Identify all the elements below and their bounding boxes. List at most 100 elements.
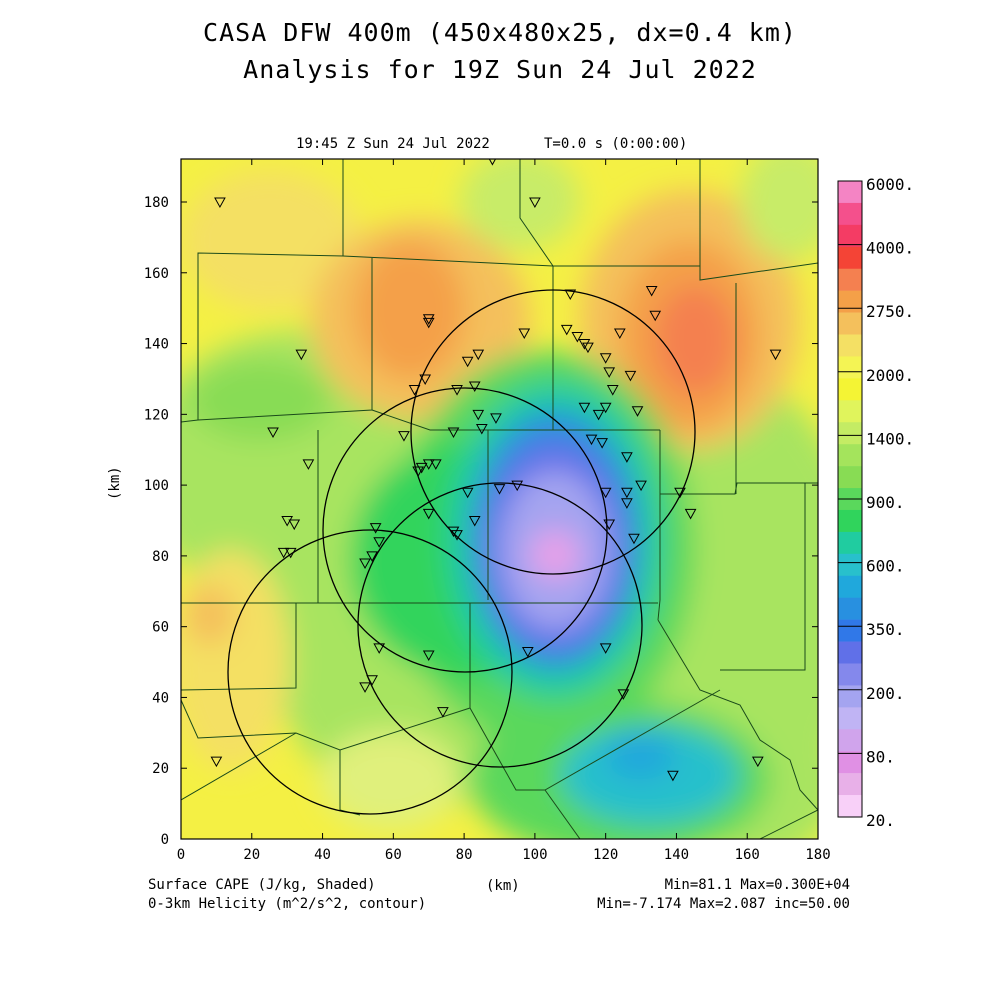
station-marker (210, 756, 223, 768)
station-marker (645, 285, 658, 297)
station-marker (472, 409, 485, 421)
station-marker (592, 409, 605, 421)
station-marker (472, 349, 485, 361)
station-marker (635, 480, 647, 492)
colorbar-swatch (838, 795, 862, 818)
station-marker (451, 530, 463, 541)
station-marker (422, 317, 435, 329)
colorbar-swatch (838, 400, 862, 423)
colorbar-label: 1400. (866, 429, 914, 448)
colorbar-swatch (838, 773, 862, 796)
station-marker (461, 356, 474, 368)
x-tick-label: 100 (522, 847, 547, 863)
y-tick-label: 160 (144, 266, 169, 282)
y-tick-label: 60 (152, 620, 169, 636)
colorbar-label: 4000. (866, 239, 914, 258)
x-tick-label: 160 (735, 847, 760, 863)
station-marker (621, 498, 633, 509)
station-marker (451, 385, 463, 396)
station-marker (599, 643, 612, 654)
y-tick-label: 0 (161, 832, 169, 848)
x-tick-label: 0 (177, 847, 185, 863)
station-marker (649, 310, 662, 322)
axis-ticks: 0 20 40 60 80 100 120 140 160 180 0 20 40 60 80 100 120 1… (144, 159, 831, 863)
station-marker (596, 438, 608, 449)
station-marker (284, 547, 297, 559)
station-marker (769, 349, 782, 361)
station-marker (398, 431, 410, 442)
station-marker (295, 349, 308, 361)
colorbar-swatch (838, 312, 862, 335)
colorbar-swatch (838, 290, 862, 313)
station-marker (373, 643, 386, 654)
station-marker (419, 374, 432, 385)
x-tick-label: 40 (314, 847, 331, 863)
colorbar-swatch (838, 466, 862, 489)
colorbar-swatch (838, 575, 862, 598)
footer-cape-label: Surface CAPE (J/kg, Shaded) (148, 877, 376, 893)
y-axis-label: (km) (107, 466, 123, 500)
station-marker (214, 197, 226, 209)
colorbar-swatch (838, 356, 862, 379)
station-marker (571, 331, 584, 343)
colorbar-swatch (838, 246, 862, 270)
station-marker (267, 427, 279, 439)
station-marker (359, 558, 371, 569)
station-marker (603, 519, 616, 531)
colorbar-swatch (838, 597, 862, 620)
station-marker (621, 487, 633, 499)
station-marker (617, 689, 630, 700)
station-marker (277, 547, 290, 559)
y-tick-label: 40 (152, 690, 169, 706)
station-marker (578, 402, 591, 414)
station-marker (599, 353, 612, 364)
station-marker (422, 314, 435, 325)
colorbar-swatch (838, 268, 862, 291)
station-marker (415, 462, 428, 474)
station-marker (599, 402, 612, 414)
x-tick-label: 20 (243, 847, 260, 863)
cape-shading (181, 159, 818, 839)
station-marker (606, 385, 619, 396)
colorbar-swatch (838, 663, 862, 686)
x-tick-label: 140 (664, 847, 689, 863)
station-marker (599, 487, 612, 499)
station-marker (578, 339, 591, 350)
station-marker (521, 646, 534, 658)
station-marker (511, 480, 524, 492)
y-tick-label: 120 (144, 407, 169, 423)
radar-range-rings (227, 289, 696, 815)
station-marker (613, 328, 626, 339)
colorbar-swatch (838, 729, 862, 752)
colorbar-swatch (838, 509, 862, 533)
x-tick-label: 180 (805, 847, 830, 863)
station-marker (529, 197, 541, 209)
colorbar-swatch (838, 707, 862, 730)
colorbar-label: 2000. (866, 366, 914, 385)
x-tick-label: 120 (593, 847, 618, 863)
station-marker (751, 756, 764, 768)
colorbar-swatch (838, 422, 862, 445)
station-marker (488, 159, 497, 166)
colorbar-swatch (838, 751, 862, 774)
colorbar-label: 350. (866, 620, 905, 639)
station-marker (429, 459, 442, 470)
colorbar-swatch (838, 334, 862, 357)
station-marker (422, 508, 435, 520)
station-marker (288, 519, 301, 531)
station-marker (468, 516, 481, 527)
colorbar-swatch (838, 202, 862, 226)
y-tick-label: 100 (144, 478, 169, 494)
colorbar-swatch (838, 444, 862, 467)
station-marker (621, 452, 633, 463)
colorbar-label: 200. (866, 684, 905, 703)
colorbar-swatch (838, 378, 862, 401)
y-tick-label: 80 (152, 549, 169, 565)
color-bar: 6000. 4000. 2750. 2000. 1400. 900. 600. 350. 200… (837, 175, 914, 830)
station-marker (684, 508, 697, 520)
station-marker (624, 370, 637, 382)
station-marker (447, 526, 460, 538)
station-marker (490, 413, 502, 424)
colorbar-swatch (838, 553, 862, 577)
x-axis-label: (km) (486, 878, 520, 894)
